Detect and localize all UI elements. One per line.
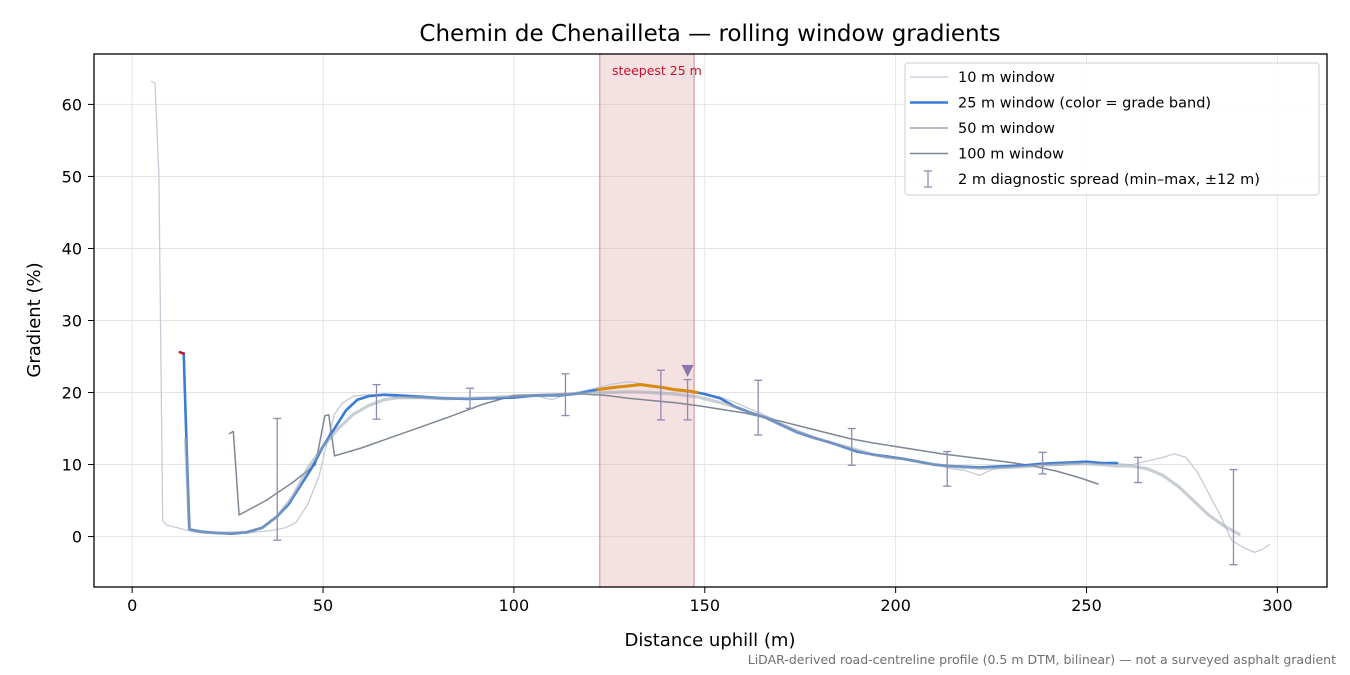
errorbar: [1134, 456, 1143, 484]
errorbar: [372, 383, 381, 420]
steepest-window-label: steepest 25 m: [612, 63, 702, 78]
y-tick-label: 0: [72, 528, 82, 547]
y-axis-label: Gradient (%): [24, 262, 45, 377]
legend-entry: 50 m window: [910, 121, 1055, 137]
errorbar: [943, 450, 952, 487]
errorbar: [273, 417, 282, 541]
y-tick-label: 40: [62, 239, 82, 258]
x-axis-label: Distance uphill (m): [625, 630, 796, 651]
series-line-3: [228, 393, 1099, 516]
errorbar: [754, 379, 763, 436]
x-tick-label: 50: [313, 596, 333, 615]
x-tick-label: 300: [1262, 596, 1293, 615]
y-tick-label: 20: [62, 384, 82, 403]
x-tick-label: 250: [1071, 596, 1102, 615]
x-tick-label: 150: [690, 596, 721, 615]
x-tick-label: 0: [127, 596, 137, 615]
y-tick-label: 10: [62, 456, 82, 475]
y-tick-label: 50: [62, 167, 82, 186]
peak-marker-layer: [681, 364, 694, 377]
errorbar: [656, 369, 665, 421]
series-line-1-start-band: [178, 350, 185, 355]
legend-label: 25 m window (color = grade band): [958, 96, 1211, 112]
legend-label: 10 m window: [958, 70, 1055, 86]
legend-entry: 2 m diagnostic spread (min–max, ±12 m): [924, 170, 1260, 188]
legend: 10 m window 25 m window (color = grade ba…: [904, 62, 1320, 196]
peak-marker-icon: [681, 364, 694, 377]
legend-entry: 100 m window: [910, 147, 1064, 163]
chart-title: Chemin de Chenailleta — rolling window g…: [419, 21, 1000, 47]
errorbar: [683, 378, 692, 421]
x-axis: 0 50 100 150 200 250 300: [127, 587, 1293, 615]
errorbar: [561, 373, 570, 417]
footnote: LiDAR-derived road-centreline profile (0…: [748, 652, 1336, 667]
legend-box: [904, 62, 1320, 196]
y-axis: 0 10 20 30 40 50 60: [62, 95, 94, 547]
grid: [94, 54, 1327, 587]
y-tick-label: 30: [62, 312, 82, 331]
legend-label: 50 m window: [958, 121, 1055, 137]
legend-entry: 10 m window: [910, 70, 1055, 86]
highlight-band: steepest 25 m: [599, 53, 702, 588]
legend-entry: 25 m window (color = grade band): [910, 96, 1211, 112]
plot-area: steepest 25 m: [93, 53, 1328, 588]
x-tick-label: 100: [499, 596, 530, 615]
errorbar: [847, 427, 856, 466]
y-tick-label: 60: [62, 95, 82, 114]
errorbar: [1229, 468, 1238, 566]
legend-label: 100 m window: [958, 147, 1064, 163]
legend-label: 2 m diagnostic spread (min–max, ±12 m): [958, 172, 1260, 188]
steepest-window-band: [599, 53, 695, 588]
errorbar-layer: [273, 369, 1238, 566]
series-line-1-steep-band: [596, 383, 699, 394]
errorbar: [466, 387, 475, 410]
x-tick-label: 200: [880, 596, 911, 615]
errorbar: [1038, 451, 1047, 475]
